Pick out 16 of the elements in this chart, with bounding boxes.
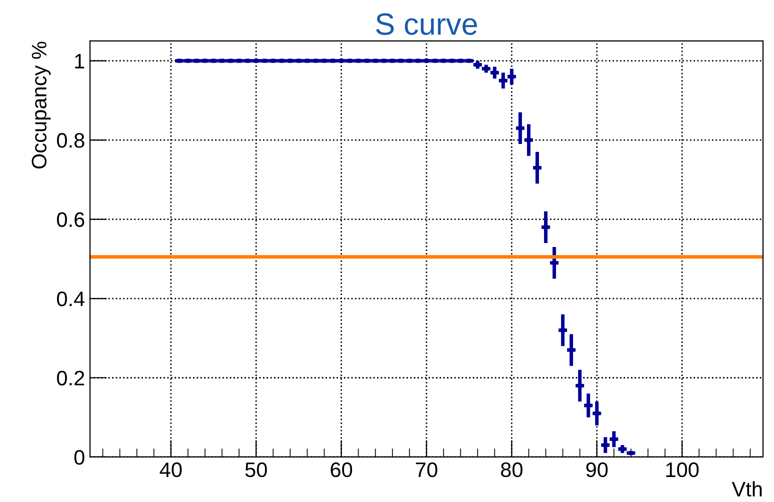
x-tick-label: 70 xyxy=(416,462,438,478)
chart-title: S curve xyxy=(376,13,477,35)
y-tick-label: 0.8 xyxy=(56,133,84,148)
y-tick-label: 0.4 xyxy=(56,292,85,306)
y-tick-label: 0 xyxy=(74,450,84,465)
y-tick-label: 0.2 xyxy=(56,370,84,386)
x-tick-label: 60 xyxy=(330,462,352,478)
x-axis-title: Vth xyxy=(732,481,762,497)
x-tick-label: 50 xyxy=(245,462,267,478)
y-tick-label: 1 xyxy=(75,54,84,68)
x-tick-label: 80 xyxy=(501,462,522,478)
x-tick-label: 100 xyxy=(666,462,699,478)
y-tick-label: 0.6 xyxy=(56,212,84,228)
y-axis-title: Occupancy % xyxy=(32,42,51,169)
x-tick-label: 90 xyxy=(586,462,608,478)
x-tick-label: 40 xyxy=(160,462,182,478)
